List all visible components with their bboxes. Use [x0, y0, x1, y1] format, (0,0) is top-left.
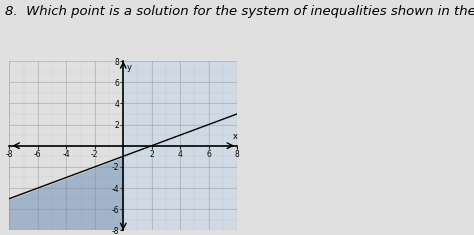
Bar [9, 61, 123, 230]
Text: y: y [127, 63, 132, 72]
Bar [123, 61, 237, 230]
Text: 8.  Which point is a solution for the system of inequalities shown in the graph : 8. Which point is a solution for the sys… [5, 5, 474, 18]
Text: x: x [233, 133, 238, 141]
